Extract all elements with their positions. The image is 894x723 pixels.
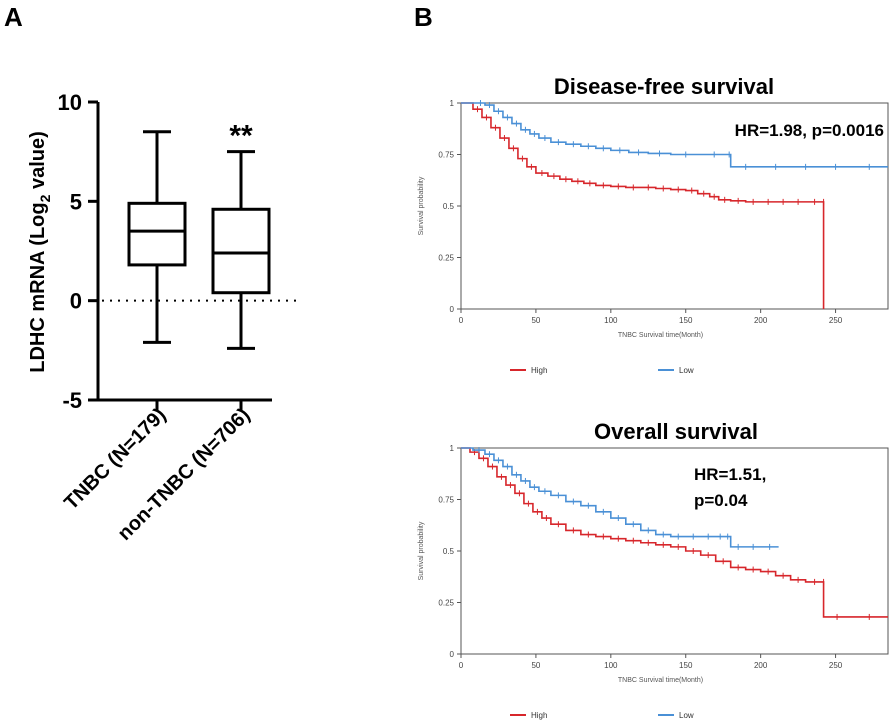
x-tick-label: 50 <box>531 661 540 670</box>
x-tick-label: 0 <box>459 661 464 670</box>
y-tick-label: -5 <box>62 388 82 413</box>
hazard-ratio-annotation: HR=1.98, p=0.0016 <box>735 121 884 140</box>
y-tick-label: 0 <box>450 650 455 659</box>
y-tick-label: 0.75 <box>438 151 454 160</box>
panel-label-b: B <box>414 2 433 32</box>
x-tick-label: 0 <box>459 316 464 325</box>
legend-label-low: Low <box>679 366 694 375</box>
chart-title: Overall survival <box>594 419 758 444</box>
y-axis-title-tail: value) <box>27 131 49 194</box>
x-tick-label: 150 <box>679 316 693 325</box>
y-axis-title-subscript: 2 <box>37 194 53 202</box>
x-axis-title: TNBC Survival time(Month) <box>618 677 703 684</box>
km-curve-high <box>461 447 888 618</box>
y-axis-title: Survival probability <box>418 176 425 235</box>
y-tick-label: 0.5 <box>443 202 455 211</box>
y-tick-label: 5 <box>70 189 82 214</box>
box-iqr <box>211 207 271 295</box>
y-tick-label: 0.75 <box>438 496 454 505</box>
legend-label-high: High <box>531 366 547 375</box>
chart-title: Disease-free survival <box>554 74 774 99</box>
significance-marker: ** <box>229 120 253 153</box>
x-axis-title: TNBC Survival time(Month) <box>618 332 703 339</box>
x-tick-label: 200 <box>754 661 768 670</box>
x-tick-label: 100 <box>604 661 618 670</box>
y-axis-title: LDHC mRNA (Log2 value) <box>27 131 53 373</box>
hazard-ratio-annotation-line: HR=1.51, <box>694 465 766 484</box>
y-tick-label: 0.25 <box>438 599 454 608</box>
x-tick-label: 250 <box>829 661 843 670</box>
hazard-ratio-annotation-line: p=0.04 <box>694 491 748 510</box>
legend-label-low: Low <box>679 711 694 720</box>
panel-label-a: A <box>4 2 23 32</box>
y-tick-label: 0.25 <box>438 254 454 263</box>
x-tick-label: 200 <box>754 316 768 325</box>
y-axis-title: Survival probability <box>418 521 425 580</box>
x-tick-label: 50 <box>531 316 540 325</box>
km-curve-low <box>461 447 779 548</box>
box-iqr <box>127 201 187 267</box>
y-tick-label: 1 <box>450 444 455 453</box>
x-tick-label: 250 <box>829 316 843 325</box>
y-tick-label: 10 <box>58 90 82 115</box>
y-axis-title-main: LDHC mRNA (Log <box>27 202 49 372</box>
x-tick-label: 100 <box>604 316 618 325</box>
dfs-km-chart: Disease-free survival 0 0.25 0.5 0.75 1 0 50 100… <box>418 74 889 375</box>
y-tick-label: 0 <box>70 289 82 314</box>
legend-label-high: High <box>531 711 547 720</box>
x-tick-label: 150 <box>679 661 693 670</box>
y-tick-label: 0 <box>450 305 455 314</box>
y-tick-label: 0.5 <box>443 547 455 556</box>
y-tick-label: 1 <box>450 99 455 108</box>
os-km-chart: Overall survival 0 0.25 0.5 0.75 1 0 50 100 150 20… <box>418 419 889 720</box>
